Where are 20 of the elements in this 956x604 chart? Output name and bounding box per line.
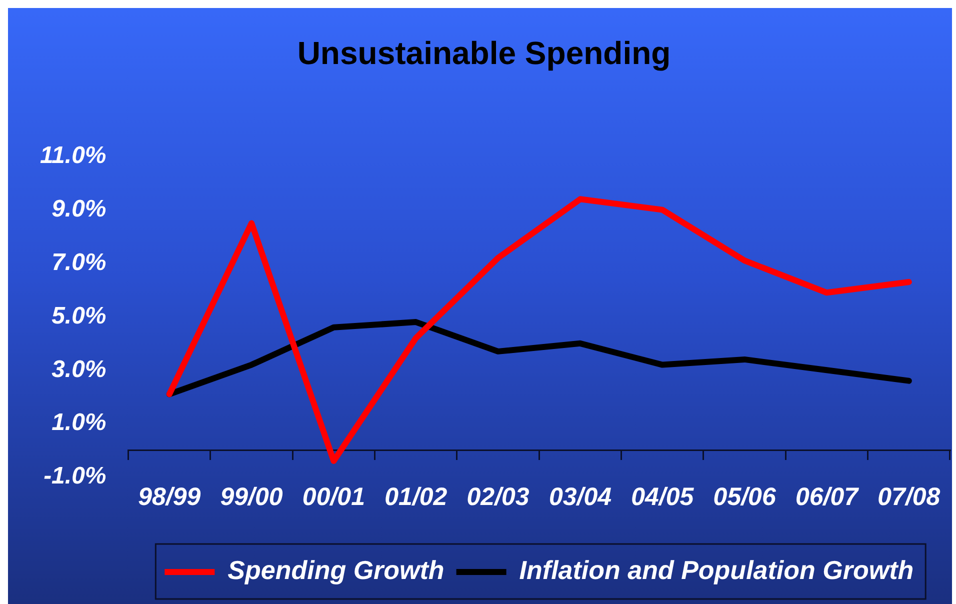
y-tick-label: 3.0% bbox=[52, 356, 106, 383]
y-tick-label: 9.0% bbox=[52, 195, 106, 222]
y-tick-label: 7.0% bbox=[52, 248, 106, 276]
x-tick-label: 04/05 bbox=[631, 483, 695, 512]
x-tick-label: 01/02 bbox=[384, 483, 448, 512]
x-tick-label: 07/08 bbox=[878, 483, 940, 512]
legend-label: Spending Growth bbox=[228, 555, 444, 586]
x-tick-label: 06/07 bbox=[795, 483, 860, 512]
chart-title: Unsustainable Spending bbox=[297, 35, 671, 72]
y-tick-label: 5.0% bbox=[52, 302, 106, 330]
y-tick-label: 1.0% bbox=[52, 409, 106, 436]
y-tick-label: -1.0% bbox=[44, 462, 106, 490]
y-tick-label: 11.0% bbox=[40, 142, 106, 170]
x-tick-label: 03/04 bbox=[548, 483, 612, 512]
x-tick-label: 99/00 bbox=[220, 483, 283, 512]
x-tick-label: 00/01 bbox=[302, 483, 365, 512]
x-tick-label: 02/03 bbox=[466, 483, 530, 512]
x-tick-label: 05/06 bbox=[713, 483, 777, 512]
x-tick-label: 98/99 bbox=[138, 483, 201, 512]
legend-label: Inflation and Population Growth bbox=[519, 555, 914, 586]
